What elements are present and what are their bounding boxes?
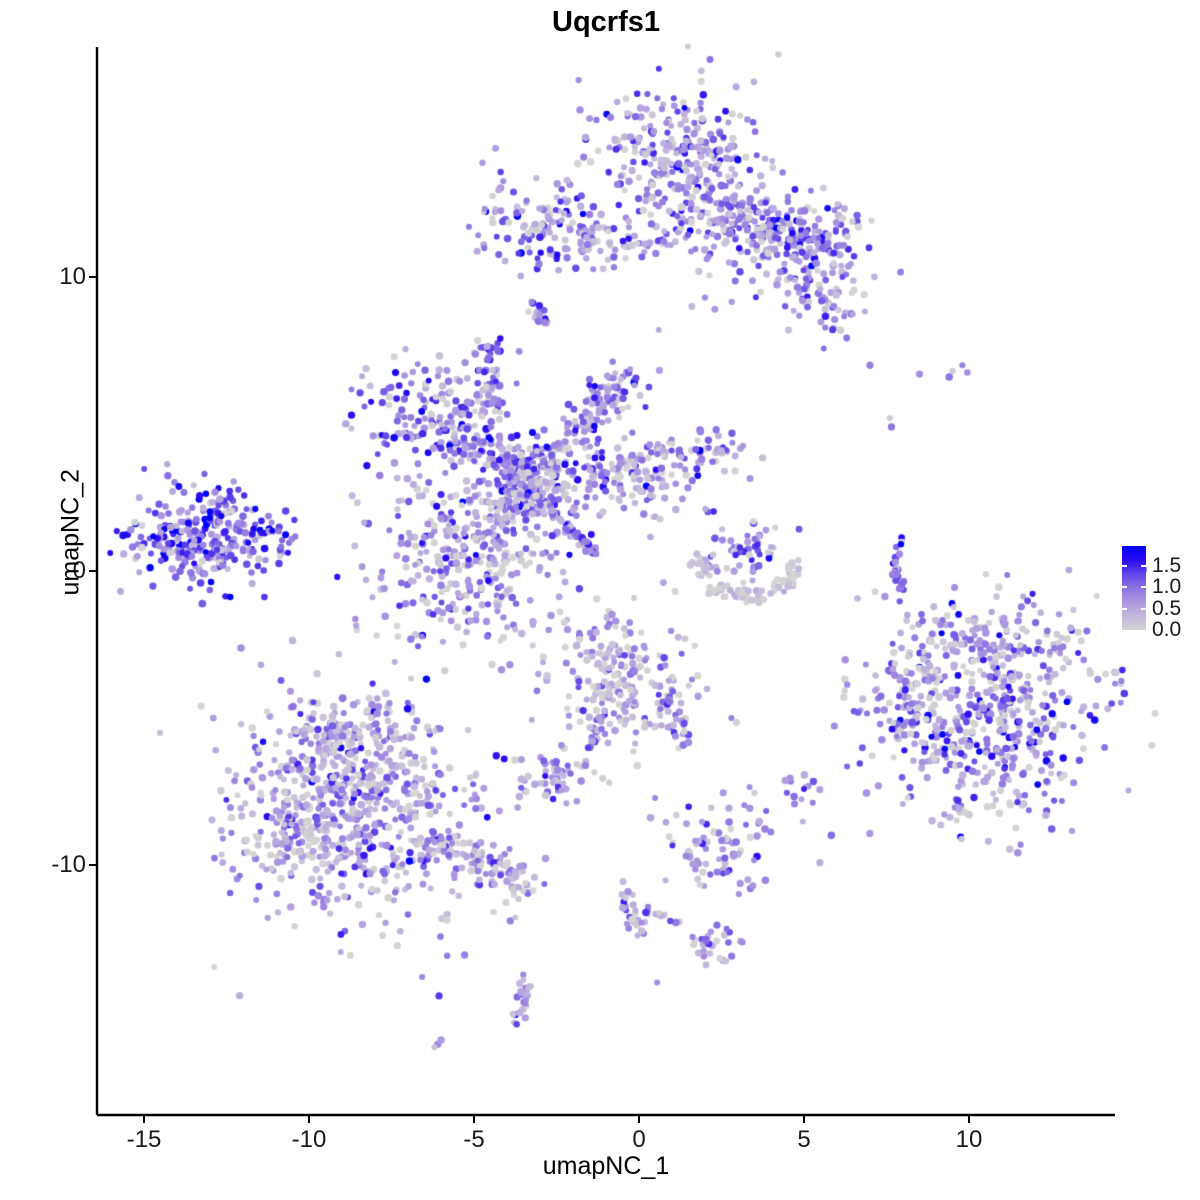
colorbar-tick-mark [1122, 565, 1127, 568]
legend-tick-label: 1.0 [1152, 575, 1182, 599]
x-tick-label: 5 [797, 1126, 811, 1153]
colorbar-tick-mark [1122, 586, 1127, 589]
x-tick-label: 10 [955, 1126, 983, 1153]
x-tick-label: -5 [463, 1126, 485, 1153]
colorbar-tick-mark [1141, 586, 1146, 589]
legend-tick-label: 0.5 [1152, 596, 1182, 620]
legend-tick-label: 0.0 [1152, 618, 1182, 641]
colorbar-tick-mark [1141, 607, 1146, 610]
y-axis-title: umapNC_2 [56, 469, 85, 596]
y-tick-label: -10 [51, 851, 86, 878]
x-tick-label: 0 [632, 1126, 646, 1153]
x-tick-label: -15 [126, 1126, 162, 1153]
y-tick-label: 10 [59, 263, 86, 290]
x-axis-title: umapNC_1 [542, 1152, 670, 1180]
legend-tick-label: 1.5 [1152, 554, 1182, 578]
x-tick-label: -10 [291, 1126, 327, 1153]
colorbar-tick-mark [1141, 565, 1146, 568]
y-tick-label: 0 [72, 557, 86, 584]
colorbar-tick-mark [1122, 607, 1127, 610]
